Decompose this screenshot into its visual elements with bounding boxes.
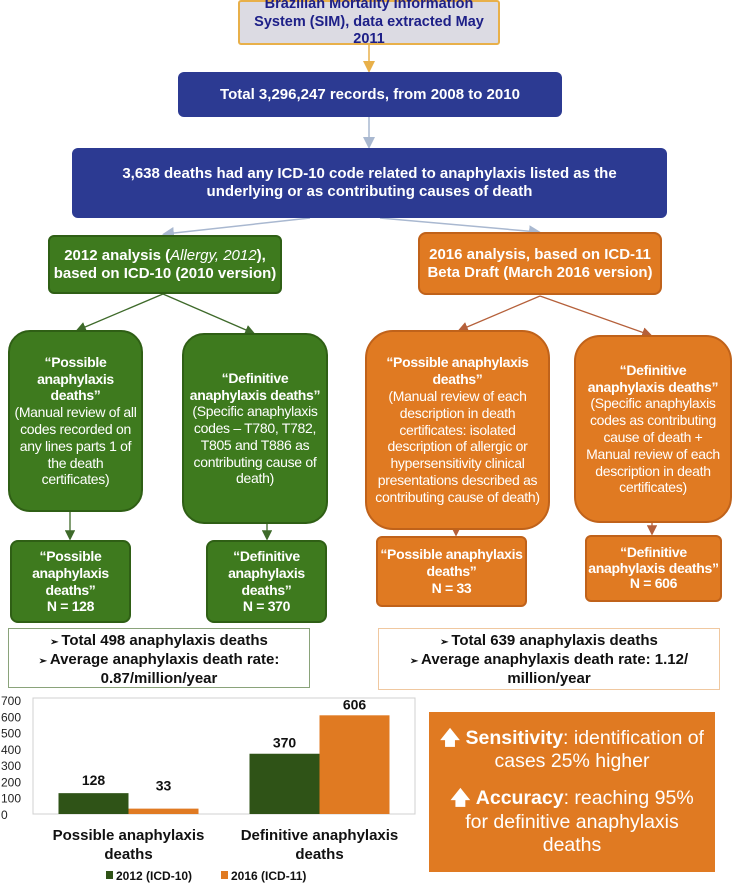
y-tick-label: 100 [1, 792, 21, 806]
arrow [162, 293, 256, 335]
data-label: 128 [82, 772, 106, 788]
possible-2016-box: “Possible anaphylaxis deaths” (Manual rev… [365, 330, 550, 530]
definitive-2012-result: “Definitive anaphylaxis deaths” N = 370 [206, 540, 327, 623]
data-label: 33 [156, 778, 172, 794]
category-label: Definitive anaphylaxis [241, 827, 399, 844]
y-tick-label: 400 [1, 743, 21, 757]
analysis-2016-box: 2016 analysis, based on ICD-11 Beta Draf… [418, 232, 662, 295]
arrow [379, 217, 541, 238]
summary-2012: ➢ Total 498 anaphylaxis deaths ➢ Average… [8, 628, 310, 688]
bar [128, 808, 199, 814]
category-label: deaths [295, 846, 343, 863]
y-tick-label: 700 [1, 694, 21, 708]
y-tick-label: 300 [1, 759, 21, 773]
records-box: Total 3,296,247 records, from 2008 to 20… [178, 72, 562, 117]
definitive-2016-result: “Definitive anaphylaxis deaths” N = 606 [585, 535, 722, 602]
possible-2012-result: “Possible anaphylaxis deaths” N = 128 [10, 540, 131, 623]
definitive-2012-box: “Definitive anaphylaxis deaths” (Specific… [182, 333, 328, 524]
y-tick-label: 200 [1, 775, 21, 789]
legend-swatch [106, 871, 113, 879]
legend-label: 2016 (ICD-11) [231, 869, 306, 883]
arrow [75, 293, 164, 332]
analysis-2012-box: 2012 analysis (Allergy, 2012), based on … [48, 235, 282, 294]
arrow [162, 217, 311, 239]
deaths-box: 3,638 deaths had any ICD-10 code related… [72, 148, 667, 218]
legend-swatch [221, 871, 228, 879]
data-label: 370 [273, 735, 297, 751]
y-tick-label: 500 [1, 727, 21, 741]
plot-area [32, 697, 416, 815]
data-label: 606 [343, 696, 367, 712]
category-label: Possible anaphylaxis [53, 827, 205, 844]
arrow [457, 295, 541, 332]
summary-2016: ➢ Total 639 anaphylaxis deaths ➢ Average… [378, 628, 720, 690]
y-tick-label: 600 [1, 710, 21, 724]
source-box: Brazilian Mortality Information System (… [238, 0, 500, 47]
bar [249, 753, 320, 814]
legend-label: 2012 (ICD-10) [116, 869, 192, 883]
y-tick-label: 0 [1, 808, 8, 822]
possible-2016-result: “Possible anaphylaxis deaths” N = 33 [376, 536, 527, 607]
bar [58, 793, 129, 814]
callout-box: 🡅 Sensitivity: identification of cases 2… [429, 712, 715, 872]
arrow-up-icon: 🡅 [440, 726, 461, 749]
category-label: deaths [104, 846, 152, 863]
arrow-up-icon: 🡅 [450, 787, 471, 810]
possible-2012-box: “Possible anaphylaxis deaths” (Manual rev… [8, 330, 143, 512]
arrow [539, 295, 653, 338]
bar [319, 715, 390, 814]
definitive-2016-box: “Definitive anaphylaxis deaths” (Specific… [574, 335, 732, 523]
